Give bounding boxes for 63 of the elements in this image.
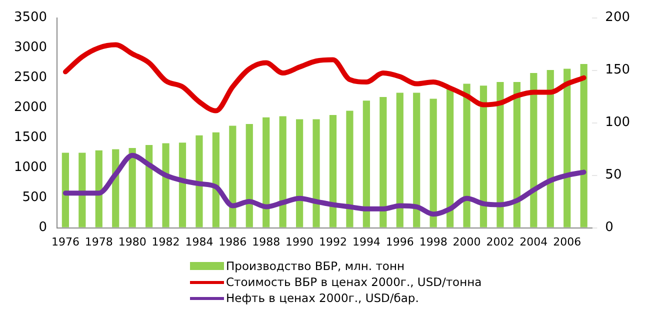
y-tick-label: 3500 [14, 10, 48, 26]
x-tick-label: 2000 [452, 235, 481, 248]
x-tick-label: 1986 [218, 235, 247, 248]
bar [546, 70, 554, 228]
x-tick-label: 1984 [185, 235, 214, 248]
bar [496, 82, 504, 228]
bar [396, 92, 404, 228]
bar [513, 82, 520, 228]
bar [446, 88, 454, 228]
y-tick-label: 500 [22, 190, 48, 206]
bar [530, 73, 538, 228]
y2-tick-label: 100 [605, 115, 630, 130]
x-tick-label: 2006 [553, 235, 582, 248]
y-tick-label: 2000 [14, 100, 48, 116]
bar [580, 64, 588, 228]
bar [296, 119, 304, 228]
y-tick-label: 3000 [14, 40, 48, 56]
bar [146, 145, 153, 228]
bar [196, 135, 203, 228]
x-tick-label: 2004 [520, 235, 548, 248]
y-tick-label: 1000 [14, 160, 48, 176]
x-tick-label: 1996 [386, 235, 414, 248]
x-tick-label: 1998 [419, 235, 448, 248]
bar [312, 119, 320, 228]
y-tick-label: 0 [38, 220, 48, 236]
legend-label: Нефть в ценах 2000г., USD/бар. [226, 290, 419, 306]
bar [329, 115, 337, 228]
bar [463, 84, 470, 228]
bar [480, 86, 488, 228]
bar [162, 143, 170, 228]
x-tick-label: 1990 [286, 235, 314, 248]
x-tick-label: 1992 [318, 235, 347, 248]
bar [380, 97, 387, 228]
bar [246, 124, 253, 228]
x-tick-label: 1982 [152, 235, 180, 248]
y2-tick-label: 50 [605, 168, 622, 183]
bar [78, 152, 86, 228]
bar [128, 148, 136, 228]
bar [279, 116, 286, 228]
x-tick-label: 1988 [252, 235, 280, 248]
x-tick-label: 1980 [118, 235, 146, 248]
x-tick-label: 1978 [84, 235, 113, 248]
bar [95, 150, 102, 228]
bar [362, 100, 370, 228]
y2-tick-label: 150 [605, 62, 630, 78]
bar [430, 98, 437, 228]
legend-label: Производство ВБР, млн. тонн [226, 258, 404, 274]
x-tick-label: 1976 [51, 235, 80, 248]
bar [229, 126, 236, 228]
x-tick-label: 2002 [486, 235, 514, 248]
y2-tick-label: 200 [605, 10, 630, 26]
bar [346, 110, 354, 228]
y-tick-label: 1500 [14, 130, 48, 146]
bar [212, 132, 220, 228]
bar [413, 92, 420, 228]
y2-tick-label: 0 [605, 220, 614, 236]
bar [62, 152, 69, 228]
bar [564, 68, 571, 228]
bar [262, 117, 270, 228]
bar [178, 142, 186, 228]
x-tick-label: 1994 [352, 235, 380, 248]
y-tick-label: 2500 [14, 70, 48, 86]
legend-label: Стоимость ВБР в ценах 2000г., USD/тонна [226, 274, 482, 290]
